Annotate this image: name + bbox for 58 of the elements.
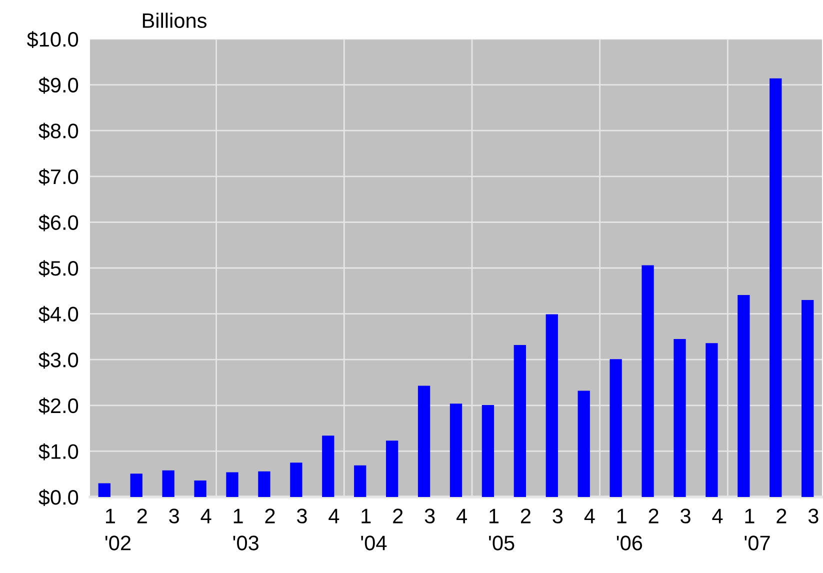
bar [674,338,686,497]
x-tick-label: 2 [776,508,786,524]
x-tick-label: 2 [648,508,658,524]
y-tick-label: $8.0 [38,122,78,140]
x-tick-label: 3 [808,508,818,524]
y-tick-label: $7.0 [38,168,78,186]
y-tick-label: $2.0 [38,398,78,414]
x-tick-label: 3 [680,508,690,524]
bar [354,465,366,497]
x-tick-label: 1 '04 [361,508,387,550]
x-tick-label: 4 [456,508,467,524]
bar [578,390,590,497]
x-tick-label: 3 [169,508,179,524]
y-tick-label: $10.0 [26,31,78,48]
y-tick-label: $0.0 [38,489,78,506]
x-tick-label: 3 [552,508,563,524]
y-tick-label: $3.0 [38,352,78,369]
bar [770,78,782,497]
bar [450,404,462,497]
x-tick-label: 4 [712,508,723,524]
x-tick-label: 1 '02 [105,508,130,550]
x-tick-label: 2 [137,508,147,524]
x-tick-label: 4 [584,508,595,524]
bar [290,462,302,497]
x-tick-label: 2 [520,508,530,524]
bar [738,295,750,497]
y-tick-label: $4.0 [38,306,78,323]
bar [642,265,654,497]
y-tick-label: $5.0 [38,260,78,277]
bar [802,300,814,497]
bar [98,483,110,497]
x-tick-label: 2 [393,508,403,524]
x-tick-label: 1 '06 [616,508,642,550]
bar [130,474,142,497]
y-tick-label: $1.0 [38,443,78,460]
x-tick-label: 2 [265,508,275,524]
x-tick-label: 3 [296,508,307,524]
bar [482,404,494,497]
bar [386,440,398,497]
bar [162,470,174,497]
x-tick-label: 1 '07 [744,508,770,550]
y-tick-label: $9.0 [38,76,78,94]
bar [418,386,430,497]
bar [610,359,622,497]
bar [322,436,334,497]
x-tick-label: 4 [200,508,212,524]
y-tick-label: $6.0 [38,214,78,232]
x-tick-label: 1 '05 [489,508,514,550]
bar [194,480,206,497]
bar [546,314,558,497]
bar [514,344,526,497]
bar [258,471,270,497]
bar [706,343,718,497]
bar [226,472,238,497]
y-axis-title: Billions [142,12,206,28]
x-tick-label: 4 [328,508,340,524]
x-tick-label: 1 '03 [233,508,258,550]
x-tick-label: 3 [424,508,435,524]
